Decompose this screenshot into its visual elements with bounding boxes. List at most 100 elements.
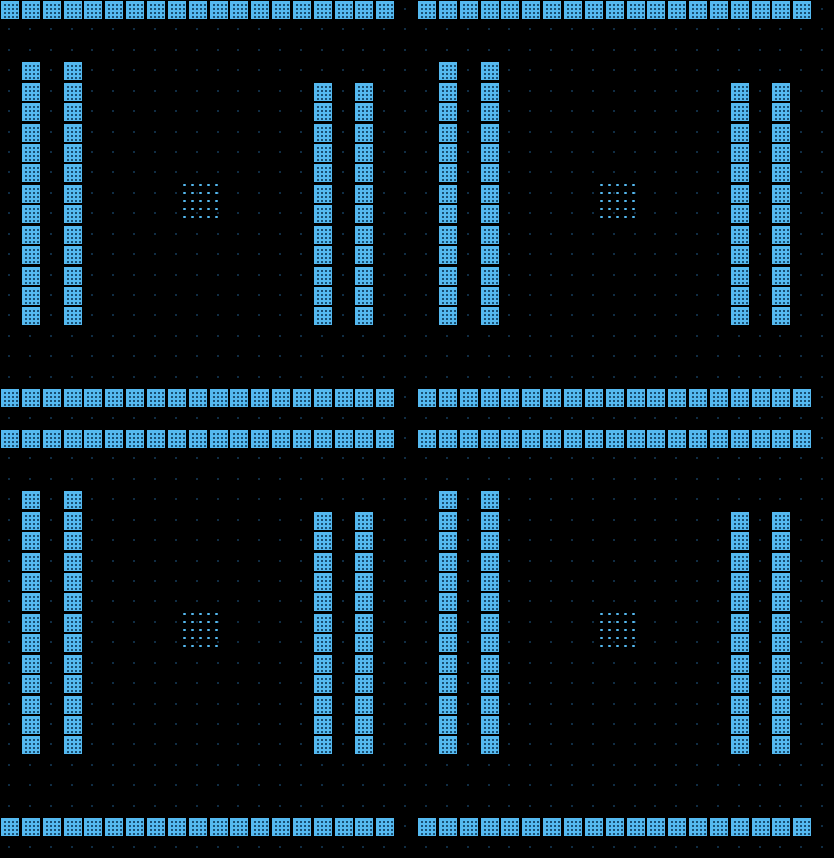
grid-block	[501, 1, 519, 19]
bg-dot	[279, 457, 281, 459]
bg-dot	[258, 723, 260, 725]
bg-dot	[342, 662, 344, 664]
bg-dot	[404, 764, 406, 766]
grid-block	[314, 553, 332, 571]
grid-block	[355, 287, 373, 305]
grid-block	[335, 430, 353, 448]
bg-dot	[759, 723, 761, 725]
center-dot	[215, 208, 218, 211]
bg-dot	[258, 478, 260, 480]
bg-dot	[759, 171, 761, 173]
bg-dot	[154, 151, 156, 153]
grid-block	[752, 1, 770, 19]
bg-dot	[696, 682, 698, 684]
bg-dot	[342, 171, 344, 173]
bg-dot	[175, 335, 177, 337]
grid-block	[710, 1, 728, 19]
bg-dot	[550, 253, 552, 255]
bg-dot	[175, 539, 177, 541]
center-dot	[624, 208, 627, 211]
bg-dot	[613, 723, 615, 725]
bg-dot	[550, 69, 552, 71]
bg-dot	[571, 519, 573, 521]
bg-dot	[321, 805, 323, 807]
grid-block	[147, 430, 165, 448]
bg-dot	[383, 69, 385, 71]
bg-dot	[237, 355, 239, 357]
bg-dot	[50, 90, 52, 92]
bg-dot	[613, 335, 615, 337]
bg-dot	[675, 805, 677, 807]
bg-dot	[613, 764, 615, 766]
grid-block	[439, 267, 457, 285]
center-dot	[608, 629, 611, 632]
bg-dot	[738, 376, 740, 378]
grid-block	[84, 389, 102, 407]
center-dot	[624, 192, 627, 195]
bg-dot	[342, 69, 344, 71]
grid-block	[355, 818, 373, 836]
grid-block	[314, 389, 332, 407]
bg-dot	[508, 560, 510, 562]
bg-dot	[634, 641, 636, 643]
bg-dot	[300, 641, 302, 643]
bg-dot	[154, 478, 156, 480]
bg-dot	[675, 539, 677, 541]
grid-block	[752, 818, 770, 836]
grid-block	[439, 430, 457, 448]
grid-block	[22, 144, 40, 162]
bg-dot	[175, 212, 177, 214]
bg-dot	[529, 478, 531, 480]
center-dot	[191, 645, 194, 648]
bg-dot	[112, 682, 114, 684]
bg-dot	[29, 457, 31, 459]
grid-block	[481, 62, 499, 80]
bg-dot	[50, 335, 52, 337]
grid-block	[168, 430, 186, 448]
bg-dot	[300, 723, 302, 725]
bg-dot	[571, 478, 573, 480]
bg-dot	[279, 764, 281, 766]
bg-dot	[696, 253, 698, 255]
bg-dot	[383, 151, 385, 153]
bg-dot	[112, 212, 114, 214]
bg-dot	[654, 703, 656, 705]
center-dot	[183, 200, 186, 203]
bg-dot	[196, 151, 198, 153]
bg-dot	[446, 764, 448, 766]
grid-block	[731, 818, 749, 836]
bg-dot	[717, 192, 719, 194]
grid-block	[460, 389, 478, 407]
bg-dot	[675, 335, 677, 337]
center-dot	[600, 621, 603, 624]
bg-dot	[71, 457, 73, 459]
bg-dot	[592, 110, 594, 112]
bg-dot	[175, 723, 177, 725]
bg-dot	[467, 560, 469, 562]
grid-block	[355, 164, 373, 182]
bg-dot	[71, 49, 73, 51]
bg-dot	[654, 417, 656, 419]
bg-dot	[425, 294, 427, 296]
bg-dot	[342, 294, 344, 296]
bg-dot	[133, 90, 135, 92]
bg-dot	[29, 478, 31, 480]
bg-dot	[613, 294, 615, 296]
bg-dot	[675, 49, 677, 51]
bg-dot	[759, 621, 761, 623]
bg-dot	[300, 314, 302, 316]
grid-block	[772, 736, 790, 754]
bg-dot	[529, 110, 531, 112]
bg-dot	[91, 253, 93, 255]
grid-block	[22, 675, 40, 693]
bg-dot	[112, 457, 114, 459]
bg-dot	[362, 355, 364, 357]
grid-block	[64, 655, 82, 673]
bg-dot	[800, 151, 802, 153]
bg-dot	[550, 417, 552, 419]
bg-dot	[383, 417, 385, 419]
bg-dot	[133, 294, 135, 296]
bg-dot	[50, 498, 52, 500]
center-dot	[600, 216, 603, 219]
grid-block	[439, 696, 457, 714]
